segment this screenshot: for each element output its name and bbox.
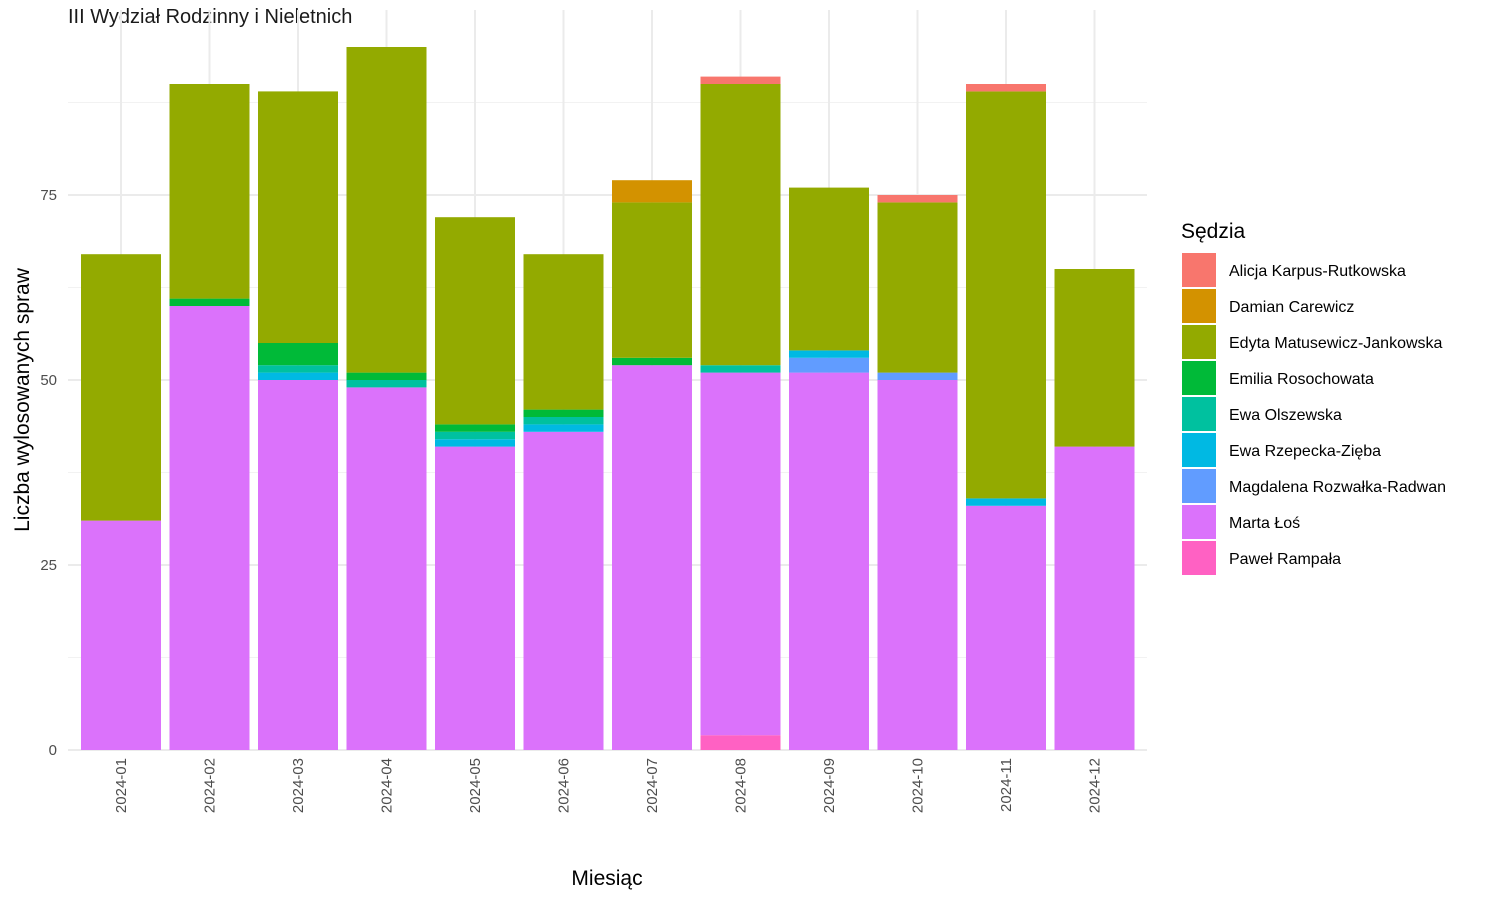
bar-segment (258, 91, 338, 344)
bar-segment (346, 387, 427, 750)
bar-segment (612, 202, 692, 358)
legend-title: Sędzia (1181, 220, 1246, 243)
x-tick-label: 2024-09 (821, 758, 838, 813)
y-tick-label: 50 (40, 372, 57, 389)
x-axis-title: Miesiąc (571, 867, 642, 890)
bar-segment (966, 84, 1046, 92)
bar-segment (612, 357, 692, 366)
x-tick-label: 2024-11 (998, 758, 1015, 812)
bar-segment (81, 254, 161, 521)
legend-swatch (1182, 469, 1216, 503)
bar-segment (700, 365, 781, 373)
bar-segment (346, 47, 427, 373)
legend: Sędzia Alicja Karpus-Rutkowska Damian Car… (1181, 220, 1446, 575)
legend-swatch (1182, 289, 1216, 323)
bar-segment (612, 365, 692, 750)
x-tick-label: 2024-03 (290, 758, 307, 813)
bar-segment (700, 84, 781, 366)
bar-segment (169, 298, 250, 306)
legend-label: Marta Łoś (1229, 515, 1300, 532)
legend-swatch (1182, 253, 1216, 287)
bar-segment (346, 380, 427, 388)
bar-segment (523, 409, 604, 417)
bar-segment (523, 417, 604, 425)
bar-segment (258, 343, 338, 366)
x-tick-label: 2024-05 (467, 758, 484, 813)
bar-segment (700, 372, 781, 736)
legend-label: Damian Carewicz (1229, 299, 1354, 316)
bar-segment (789, 357, 869, 373)
legend-label: Magdalena Rozwałka-Radwan (1229, 479, 1446, 496)
y-axis-title: Liczba wylosowanych spraw (11, 267, 34, 532)
bar-segment (877, 372, 958, 380)
bar-segment (523, 424, 604, 432)
bar-segment (523, 254, 604, 410)
x-tick-label: 2024-10 (910, 758, 927, 813)
bar-segment (435, 217, 515, 425)
legend-label: Ewa Rzepecka-Zięba (1229, 443, 1381, 460)
x-tick-label: 2024-12 (1087, 758, 1104, 813)
bar-segment (435, 446, 515, 750)
x-tick-label: 2024-07 (644, 758, 661, 813)
bar-segment (1054, 269, 1135, 447)
legend-label: Emilia Rosochowata (1229, 371, 1374, 388)
legend-swatch (1182, 541, 1216, 575)
x-tick-label: 2024-01 (113, 758, 130, 813)
legend-label: Paweł Rampała (1229, 551, 1341, 568)
bar-segment (435, 439, 515, 447)
bar-segment (258, 372, 338, 380)
bar-segment (877, 195, 958, 203)
bar-segment (877, 380, 958, 750)
bar-segment (81, 520, 161, 750)
bar-segment (966, 91, 1046, 499)
bar-segment (612, 180, 692, 203)
bar-segment (523, 431, 604, 750)
x-tick-label: 2024-04 (379, 758, 396, 813)
legend-swatch (1182, 397, 1216, 431)
bar-segment (435, 424, 515, 432)
y-tick-label: 0 (49, 742, 57, 759)
y-tick-label: 75 (40, 187, 57, 204)
legend-label: Alicja Karpus-Rutkowska (1229, 263, 1406, 280)
bar-segment (258, 380, 338, 750)
bar-segment (258, 365, 338, 373)
x-tick-label: 2024-06 (556, 758, 573, 813)
x-tick-label: 2024-08 (733, 758, 750, 813)
legend-swatch (1182, 361, 1216, 395)
legend-items: Alicja Karpus-Rutkowska Damian Carewicz Ed… (1182, 253, 1446, 575)
bar-segment (789, 372, 869, 750)
bar-segment (169, 84, 250, 299)
legend-swatch (1182, 433, 1216, 467)
bar-segment (789, 187, 869, 351)
bar-segment (877, 202, 958, 373)
bar-segment (1054, 446, 1135, 750)
bar-segment (435, 431, 515, 440)
legend-label: Edyta Matusewicz-Jankowska (1229, 335, 1443, 352)
legend-swatch (1182, 505, 1216, 539)
bar-segment (346, 372, 427, 380)
bar-segment (700, 76, 781, 84)
bar-segment (966, 505, 1046, 750)
bar-segment (966, 498, 1046, 506)
bar-segment (700, 735, 781, 750)
legend-label: Ewa Olszewska (1229, 407, 1342, 424)
bar-segment (789, 350, 869, 358)
bar-layer (81, 47, 1135, 750)
legend-swatch (1182, 325, 1216, 359)
bar-segment (169, 306, 250, 750)
axis-layer: 0 25 50 75 2024-01 2024-02 2024-03 2024-04 2024-… (40, 187, 1103, 813)
x-tick-label: 2024-02 (202, 758, 219, 813)
y-tick-label: 25 (40, 557, 57, 574)
